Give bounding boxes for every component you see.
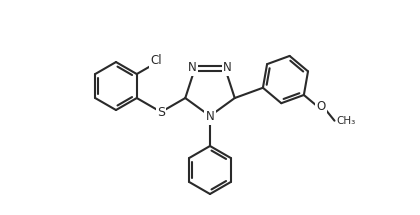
Text: S: S — [157, 106, 165, 118]
Text: CH₃: CH₃ — [337, 116, 356, 126]
Text: O: O — [317, 100, 326, 113]
Text: N: N — [188, 61, 197, 74]
Text: N: N — [206, 111, 214, 123]
Text: Cl: Cl — [150, 54, 162, 66]
Text: N: N — [223, 61, 232, 74]
